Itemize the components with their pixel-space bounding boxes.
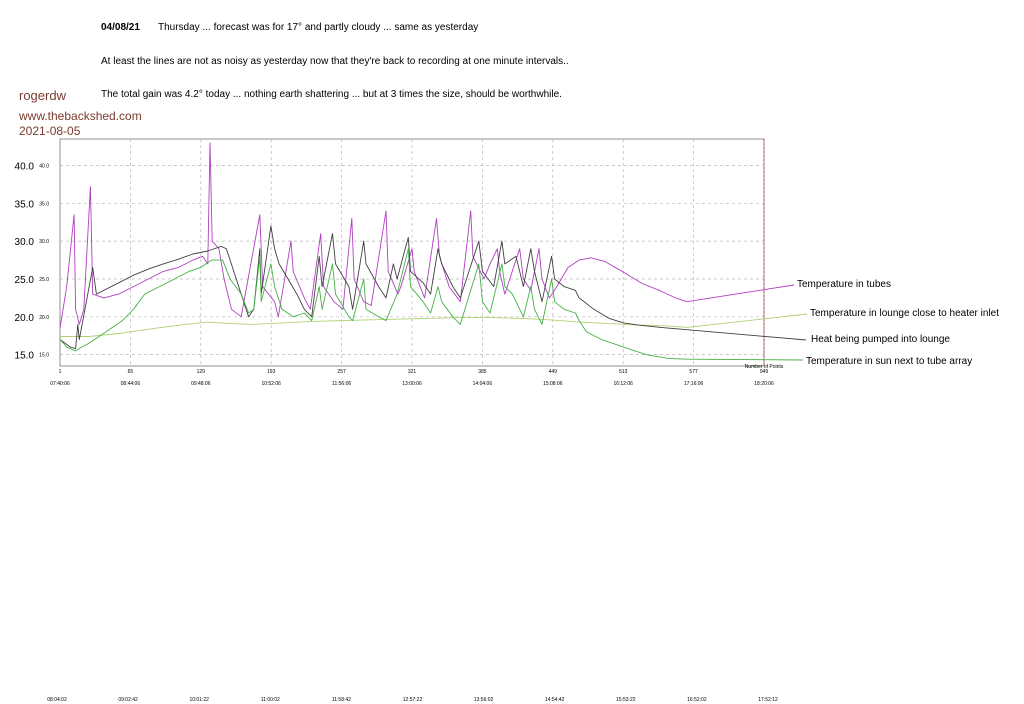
x-point-tick-label: 321 [408,369,417,375]
note-date: 04/08/21 [101,22,140,33]
x-point-tick-label: 513 [619,369,628,375]
x-point-tick-label: 577 [689,369,698,375]
x-bottom-tick-label: 15:53:22 [616,697,636,703]
site-link[interactable]: www.thebackshed.com [19,109,142,123]
y-tick-label: 35.0 [15,199,35,210]
x-time-tick-label: 11:56:06 [332,381,351,387]
note-line-3: The total gain was 4.2° today ... nothin… [101,89,562,100]
y-inner-tick-label: 20.0 [39,315,49,321]
series-line-1 [60,317,687,337]
x-time-tick-label: 09:48:06 [191,381,211,387]
author-name: rogerdw [19,88,66,103]
legend-tubes-label: Temperature in tubes [797,279,891,290]
x-bottom-tick-label: 17:52:12 [758,697,778,703]
x-time-tick-label: 13:00:06 [402,381,422,387]
x-point-tick-label: 949 [760,369,769,375]
legend-leader-3 [686,358,804,361]
legend-leader-2 [686,329,807,341]
x-time-tick-label: 16:12:06 [613,381,633,387]
legend-inlet-label: Temperature in lounge close to heater in… [810,308,1000,319]
y-tick-label: 40.0 [15,161,35,172]
x-point-tick-label: 385 [478,369,487,375]
x-time-tick-label: 10:52:06 [261,381,281,387]
x-point-tick-label: 65 [128,369,134,375]
x-bottom-tick-label: 11:58:42 [332,697,351,703]
y-tick-label: 30.0 [15,237,35,248]
x-bottom-tick-label: 11:00:02 [261,697,280,703]
legend-sun-label: Temperature in sun next to tube array [806,356,973,367]
legend-pumped-label: Heat being pumped into lounge [811,334,950,345]
y-inner-tick-label: 40.0 [39,163,49,169]
x-bottom-tick-label: 10:01:22 [189,697,209,703]
y-tick-label: 15.0 [15,351,35,362]
series-line-0 [59,142,687,329]
note-line-2: At least the lines are not as noisy as y… [101,56,569,67]
x-bottom-tick-label: 09:02:42 [118,697,138,703]
y-tick-label: 20.0 [15,313,35,324]
y-inner-tick-label: 15.0 [39,353,49,359]
x-point-tick-label: 1 [59,369,62,375]
x-time-tick-label: 17:16:06 [684,381,704,387]
legend-leader-1 [686,313,808,328]
y-inner-tick-label: 30.0 [39,239,49,245]
x-point-tick-label: 449 [549,369,558,375]
post-date: 2021-08-05 [19,124,81,138]
x-bottom-tick-label: 16:52:02 [687,697,707,703]
note-line-1: Thursday ... forecast was for 17° and pa… [158,22,479,33]
x-point-tick-label: 129 [197,369,206,375]
x-time-tick-label: 18:20:06 [754,381,774,387]
x-time-tick-label: 08:44:06 [121,381,141,387]
legend-leader-0 [686,284,795,303]
x-point-tick-label: 193 [267,369,276,375]
y-inner-tick-label: 25.0 [39,277,49,283]
x-bottom-tick-label: 13:56:02 [474,697,494,703]
series-line-2 [59,225,687,350]
y-tick-label: 25.0 [15,275,35,286]
x-time-tick-label: 07:40:06 [50,381,70,387]
x-bottom-tick-label: 08:04:02 [47,697,67,703]
x-bottom-tick-label: 14:54:42 [545,697,565,703]
x-bottom-tick-label: 12:57:22 [403,697,423,703]
series-line-3 [59,248,687,360]
axis-note: Number of Points [745,364,784,370]
y-inner-tick-label: 35.0 [39,201,49,207]
x-point-tick-label: 257 [337,369,346,375]
x-time-tick-label: 15:08:06 [543,381,563,387]
x-time-tick-label: 14:04:06 [473,381,493,387]
